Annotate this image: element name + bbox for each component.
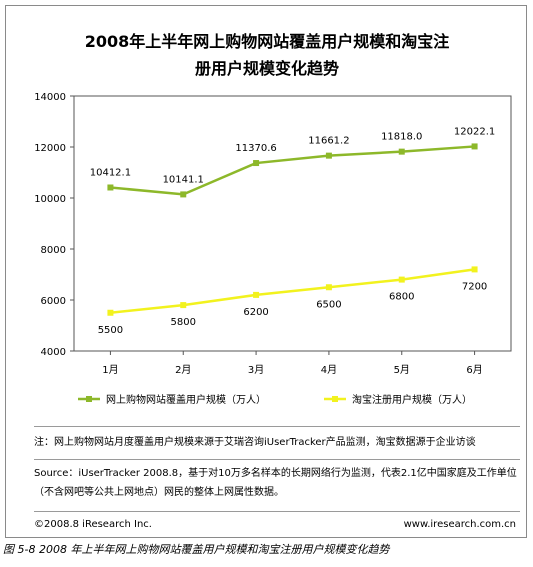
x-tick-label: 6月 <box>466 364 482 376</box>
series-2-data-label: 6200 <box>243 307 268 318</box>
x-tick-label: 2月 <box>175 364 191 376</box>
chart-title-line1: 2008年上半年网上购物网站覆盖用户规模和淘宝注 <box>84 32 450 51</box>
divider-middle <box>34 459 520 460</box>
plot-area <box>73 95 512 352</box>
series-1-point <box>471 143 478 150</box>
legend-marker-1 <box>86 396 92 402</box>
series-1-data-label: 11661.2 <box>308 136 349 147</box>
y-tick-label: 10000 <box>34 194 66 205</box>
series-line-1 <box>110 145 475 196</box>
series-1-data-label: 11818.0 <box>381 132 422 143</box>
series-1-point <box>180 191 187 198</box>
chart-frame: 2008年上半年网上购物网站覆盖用户规模和淘宝注 册用户规模变化趋势 4000 6… <box>5 5 527 538</box>
y-tick-label: 8000 <box>41 245 66 256</box>
series-2-point <box>398 276 405 283</box>
y-tick-label: 4000 <box>41 347 66 358</box>
series-1-data-label: 12022.1 <box>454 126 495 137</box>
series-1-point <box>107 184 114 191</box>
legend-label-1: 网上购物网站覆盖用户规模（万人） <box>106 393 266 406</box>
series-1-data-label: 10141.1 <box>163 174 204 185</box>
legend-label-2: 淘宝注册用户规模（万人） <box>352 393 472 406</box>
x-tick-label: 5月 <box>394 364 410 376</box>
series-2-data-label: 7200 <box>462 281 487 292</box>
figure-caption: 图 5-8 2008 年上半年网上购物网站覆盖用户规模和淘宝注册用户规模变化趋势 <box>3 543 390 556</box>
series-2-point <box>253 291 260 298</box>
legend-marker-2 <box>332 396 338 402</box>
x-tick-label: 3月 <box>248 364 264 376</box>
series-1-point <box>325 152 332 159</box>
chart-title-line2: 册用户规模变化趋势 <box>194 59 339 78</box>
series-2-point <box>325 284 332 291</box>
series-1-data-label: 11370.6 <box>235 143 276 154</box>
source-note: Source：iUserTracker 2008.8，基于对10万多名样本的长期… <box>34 468 517 498</box>
series-2-point <box>107 309 114 316</box>
x-tick-label: 1月 <box>102 364 118 376</box>
series-1-point <box>253 160 260 167</box>
line-chart: 4000 6000 8000 10000 12000 14000 1月 2月 3月 4月 5月 6月 1… <box>34 92 512 406</box>
series-1-point <box>398 148 405 155</box>
website-text: www.iresearch.com.cn <box>403 519 516 530</box>
series-1-data-label: 10412.1 <box>90 167 131 178</box>
divider-bottom <box>34 511 520 512</box>
x-tick-label: 4月 <box>321 364 337 376</box>
series-line-2 <box>110 268 475 314</box>
series-2-data-label: 6800 <box>389 292 414 303</box>
y-tick-label: 14000 <box>34 92 66 103</box>
chart-title: 2008年上半年网上购物网站覆盖用户规模和淘宝注 册用户规模变化趋势 <box>6 28 528 82</box>
copyright-text: ©2008.8 iResearch Inc. <box>34 519 152 530</box>
divider-top <box>34 426 520 427</box>
series-2-point <box>180 302 187 309</box>
series-2-data-label: 6500 <box>316 299 341 310</box>
series-2-data-label: 5500 <box>98 325 123 336</box>
series-2-point <box>471 266 478 273</box>
data-note: 注：网上购物网站月度覆盖用户规模来源于艾瑞咨询iUserTracker产品监测，… <box>34 437 476 448</box>
y-tick-label: 12000 <box>34 143 66 154</box>
y-tick-label: 6000 <box>41 296 66 307</box>
series-2-data-label: 5800 <box>171 317 196 328</box>
